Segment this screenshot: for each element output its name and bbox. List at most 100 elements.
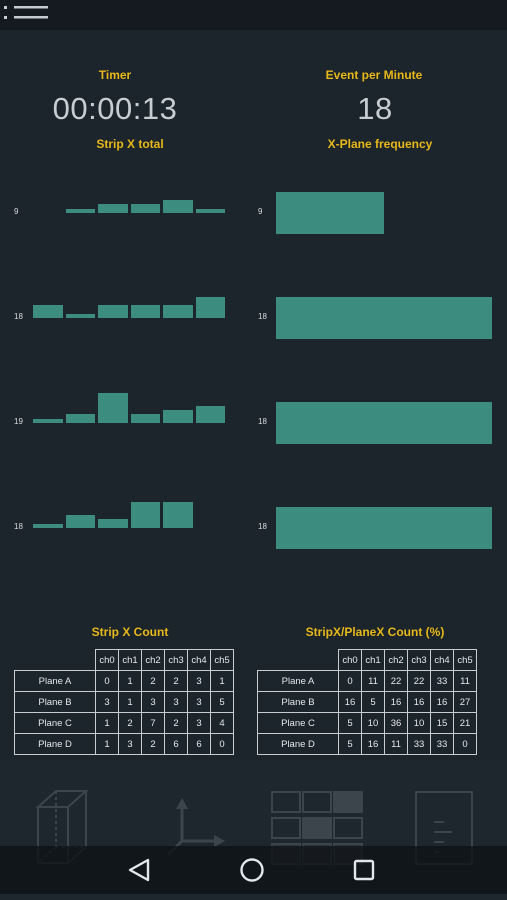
strip-bar [33, 523, 63, 528]
events-per-minute-value: 18 [357, 91, 393, 126]
row-label: Plane D [257, 733, 339, 755]
strip-bar [195, 208, 225, 213]
strip-count-title: Strip X Count [91, 625, 169, 639]
strip-bar [65, 208, 95, 213]
table-cell: 0 [95, 670, 119, 692]
plane-frequency-bar [276, 297, 492, 339]
table-cell: 5 [338, 712, 362, 734]
nav-back-icon[interactable] [110, 846, 170, 894]
table-cell: 2 [164, 712, 188, 734]
plane-chart-title: X-Plane frequency [327, 137, 433, 151]
strip-bar [130, 204, 160, 213]
strip-bar [98, 305, 128, 318]
column-header: ch0 [338, 649, 362, 671]
strip-bar [33, 418, 63, 423]
plane-frequency-label: 18 [258, 417, 267, 426]
column-header: ch1 [361, 649, 385, 671]
plane-frequency-bar [276, 192, 384, 234]
table-row: Plane C 5 10 36 10 15 21 [257, 712, 477, 734]
table-cell: 1 [210, 670, 234, 692]
table-cell: 3 [95, 691, 119, 713]
column-header: ch4 [430, 649, 454, 671]
ratio-count-table: ch0 ch1 ch2 ch3 ch4 ch5 Plane A 0 11 22 … [257, 649, 477, 755]
table-cell: 11 [453, 670, 477, 692]
plane-frequency-label: 18 [258, 522, 267, 531]
table-cell: 5 [361, 691, 385, 713]
table-cell: 1 [95, 733, 119, 755]
table-cell: 1 [118, 691, 142, 713]
table-cell: 15 [430, 712, 454, 734]
table-cell: 5 [210, 691, 234, 713]
table-cell: 2 [141, 733, 165, 755]
plane-frequency-label: 18 [258, 312, 267, 321]
table-cell: 2 [141, 670, 165, 692]
row-label: Plane D [14, 733, 96, 755]
table-cell: 1 [95, 712, 119, 734]
strip-bar [65, 515, 95, 528]
table-cell: 33 [430, 670, 454, 692]
timer-label: Timer [98, 68, 132, 82]
table-row: Plane D 1 3 2 6 6 0 [14, 733, 234, 755]
table-cell: 16 [430, 691, 454, 713]
strip-count-table: ch0 ch1 ch2 ch3 ch4 ch5 Plane A 0 1 2 2 … [14, 649, 234, 755]
strip-bar [130, 305, 160, 318]
nav-home-icon[interactable] [222, 846, 282, 894]
row-label: Plane A [14, 670, 96, 692]
strip-bar [98, 392, 128, 423]
table-cell: 11 [384, 733, 408, 755]
strip-bar [163, 502, 193, 528]
table-cell: 4 [210, 712, 234, 734]
plane-frequency-bar [276, 402, 492, 444]
table-cell: 16 [407, 691, 431, 713]
strip-total-label: 9 [14, 207, 19, 216]
nav-recents-icon[interactable] [334, 846, 394, 894]
column-header: ch2 [141, 649, 165, 671]
table-row: Plane B 16 5 16 16 16 27 [257, 691, 477, 713]
table-cell: 27 [453, 691, 477, 713]
row-label: Plane B [257, 691, 339, 713]
table-cell: 21 [453, 712, 477, 734]
strip-bar [130, 414, 160, 423]
row-label: Plane C [257, 712, 339, 734]
column-header: ch1 [118, 649, 142, 671]
table-cell: 10 [361, 712, 385, 734]
top-bar [0, 0, 507, 30]
strip-bar [163, 200, 193, 213]
table-cell: 3 [118, 733, 142, 755]
table-cell: 6 [187, 733, 211, 755]
table-cell: 22 [384, 670, 408, 692]
table-cell: 10 [407, 712, 431, 734]
dashboard-panel [0, 30, 507, 760]
table-cell: 3 [187, 670, 211, 692]
strip-bar [98, 519, 128, 528]
table-row: Plane A 0 1 2 2 3 1 [14, 670, 234, 692]
events-per-minute-label: Event per Minute [325, 68, 423, 82]
table-cell: 11 [361, 670, 385, 692]
table-cell: 2 [118, 712, 142, 734]
strip-total-label: 19 [14, 417, 23, 426]
row-label: Plane C [14, 712, 96, 734]
table-cell: 3 [187, 691, 211, 713]
table-cell: 7 [141, 712, 165, 734]
table-cell: 5 [338, 733, 362, 755]
table-cell: 0 [338, 670, 362, 692]
table-row: Plane B 3 1 3 3 3 5 [14, 691, 234, 713]
table-row: Plane A 0 11 22 22 33 11 [257, 670, 477, 692]
table-cell: 1 [118, 670, 142, 692]
column-header: ch4 [187, 649, 211, 671]
table-cell: 3 [141, 691, 165, 713]
row-label: Plane B [14, 691, 96, 713]
table-cell: 16 [361, 733, 385, 755]
strip-total-label: 18 [14, 522, 23, 531]
table-cell: 2 [164, 670, 188, 692]
strip-bar [195, 405, 225, 423]
android-navigation-bar [0, 846, 507, 894]
ratio-count-title: StripX/PlaneX Count (%) [305, 625, 445, 639]
strip-bar [163, 305, 193, 318]
column-header: ch3 [407, 649, 431, 671]
column-header: ch3 [164, 649, 188, 671]
timer-value: 00:00:13 [52, 91, 178, 126]
table-cell: 36 [384, 712, 408, 734]
table-cell: 0 [210, 733, 234, 755]
strip-chart-title: Strip X total [96, 137, 164, 151]
